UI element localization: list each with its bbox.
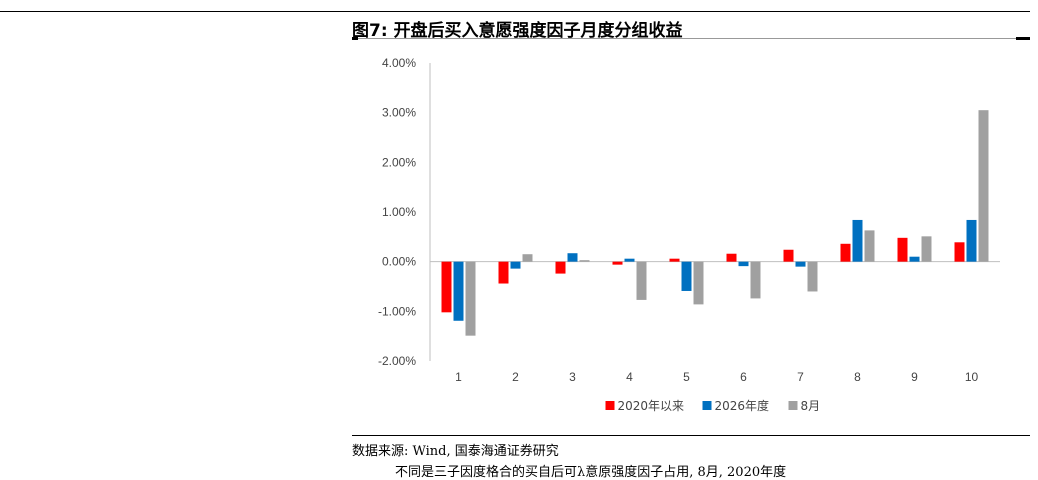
bar xyxy=(522,254,533,262)
legend: 2020年以来 2026年度 8月 xyxy=(605,398,821,413)
y-tick-label: -1.00% xyxy=(378,304,416,318)
x-tick-label: 9 xyxy=(911,370,918,384)
bars-group xyxy=(441,110,989,336)
legend-swatch xyxy=(702,401,712,410)
legend-label: 8月 xyxy=(801,399,821,413)
bar xyxy=(978,110,989,262)
y-tick-label: 1.00% xyxy=(382,205,416,219)
bar xyxy=(579,260,590,262)
x-tick-label: 2 xyxy=(512,370,519,384)
bar xyxy=(669,258,680,262)
bar xyxy=(510,261,521,269)
legend-label: 2020年以来 xyxy=(618,399,685,413)
bar xyxy=(750,261,761,299)
y-tick-label: 3.00% xyxy=(382,106,416,120)
top-rule xyxy=(0,11,1030,12)
y-axis-tick-labels: 4.00% 3.00% 2.00% 1.00% 0.00% -1.00% -2.00% xyxy=(378,56,416,368)
x-tick-label: 4 xyxy=(626,370,633,384)
title-underline xyxy=(352,38,1030,39)
legend-swatch xyxy=(605,401,615,410)
x-tick-label: 1 xyxy=(455,370,462,384)
bar xyxy=(909,256,920,262)
x-tick-label: 10 xyxy=(965,370,979,384)
x-tick-label: 6 xyxy=(740,370,747,384)
x-axis-tick-labels: 1 2 3 4 5 6 7 8 9 10 xyxy=(455,370,978,384)
bar xyxy=(636,261,647,300)
bar xyxy=(441,261,452,313)
bar xyxy=(465,261,476,336)
bar xyxy=(864,230,875,262)
bar xyxy=(726,253,737,262)
figure-title: 图7: 开盘后买入意愿强度因子月度分组收益 xyxy=(352,21,683,41)
bar xyxy=(840,243,851,262)
y-tick-label: 0.00% xyxy=(382,255,416,269)
x-tick-label: 7 xyxy=(797,370,804,384)
bar xyxy=(453,261,464,321)
bar xyxy=(738,261,749,267)
bar xyxy=(897,237,908,262)
bar xyxy=(954,242,965,262)
bar xyxy=(966,219,977,262)
y-tick-label: 2.00% xyxy=(382,155,416,169)
bar xyxy=(612,261,623,265)
bar xyxy=(852,219,863,262)
bottom-rule xyxy=(352,435,1030,436)
y-tick-label: -2.00% xyxy=(378,354,416,368)
title-rule-tick-left xyxy=(352,37,358,40)
note-text: 不同是三子因度格合的买自后可λ意原强度因子占用, 8月, 2020年度 xyxy=(395,465,787,480)
bar xyxy=(795,261,806,267)
source-text: 数据来源: Wind, 国泰海通证券研究 xyxy=(352,444,559,459)
y-tick-label: 4.00% xyxy=(382,56,416,70)
bar xyxy=(624,258,635,262)
bar xyxy=(498,261,509,284)
bar xyxy=(783,249,794,262)
legend-swatch xyxy=(788,401,798,410)
bar xyxy=(693,261,704,305)
x-tick-label: 3 xyxy=(569,370,576,384)
x-tick-label: 8 xyxy=(854,370,861,384)
bar xyxy=(567,253,578,262)
bar xyxy=(807,261,818,292)
bar xyxy=(921,236,932,262)
title-rule-tick-right xyxy=(1016,37,1030,40)
bar-chart: 4.00% 3.00% 2.00% 1.00% 0.00% -1.00% -2.00% 1 2… xyxy=(378,56,1000,413)
legend-label: 2026年度 xyxy=(715,398,770,413)
bar xyxy=(555,261,566,274)
x-tick-label: 5 xyxy=(683,370,690,384)
bar xyxy=(681,261,692,291)
